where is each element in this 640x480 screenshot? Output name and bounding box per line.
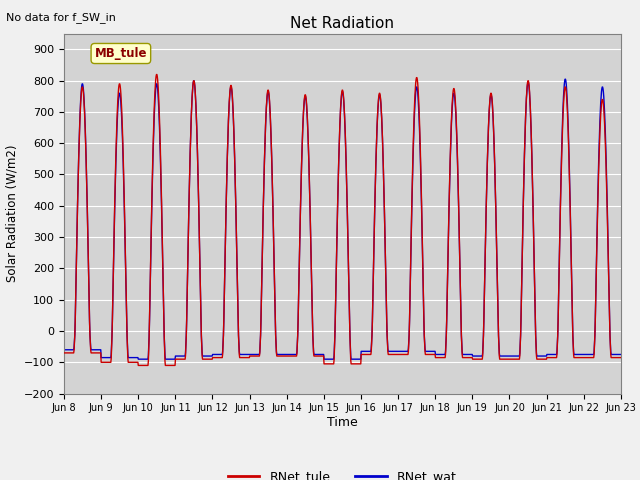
Legend: RNet_tule, RNet_wat: RNet_tule, RNet_wat — [223, 465, 461, 480]
Text: MB_tule: MB_tule — [95, 47, 147, 60]
Y-axis label: Solar Radiation (W/m2): Solar Radiation (W/m2) — [5, 145, 18, 282]
X-axis label: Time: Time — [327, 416, 358, 429]
Text: No data for f_SW_in: No data for f_SW_in — [6, 12, 116, 23]
Title: Net Radiation: Net Radiation — [291, 16, 394, 31]
